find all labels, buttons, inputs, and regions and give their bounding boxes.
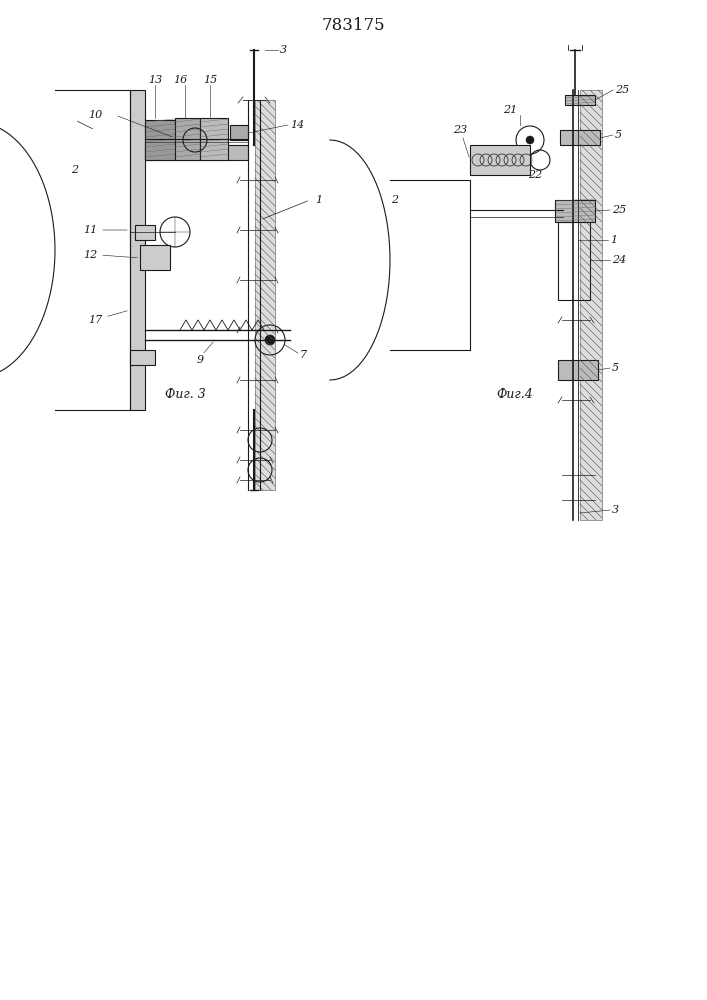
Text: 5: 5 [615, 130, 622, 140]
Polygon shape [130, 90, 145, 410]
Polygon shape [470, 145, 530, 175]
Polygon shape [580, 90, 602, 520]
Text: 15: 15 [203, 75, 217, 85]
Text: 13: 13 [148, 75, 162, 85]
Text: 24: 24 [612, 255, 626, 265]
Text: 9: 9 [197, 355, 204, 365]
Text: 22: 22 [528, 170, 542, 180]
Text: 3: 3 [280, 45, 287, 55]
Text: 12: 12 [83, 250, 97, 260]
Text: 25: 25 [612, 205, 626, 215]
Text: Фиг.4: Фиг.4 [496, 388, 533, 401]
Text: 11: 11 [83, 225, 97, 235]
Text: 3: 3 [612, 505, 619, 515]
Text: 21: 21 [503, 105, 517, 115]
Text: 10: 10 [88, 110, 102, 120]
Text: Фиг. 3: Фиг. 3 [165, 388, 205, 401]
Text: 17: 17 [88, 315, 102, 325]
Text: 1: 1 [315, 195, 322, 205]
Polygon shape [135, 225, 155, 240]
Text: 23: 23 [453, 125, 467, 135]
Polygon shape [200, 118, 228, 160]
Polygon shape [255, 100, 275, 490]
Polygon shape [560, 130, 600, 145]
Polygon shape [130, 350, 155, 365]
Circle shape [526, 136, 534, 144]
Text: 14: 14 [290, 120, 304, 130]
Polygon shape [558, 360, 598, 380]
Polygon shape [145, 120, 175, 160]
Polygon shape [230, 125, 248, 140]
Text: 2: 2 [392, 195, 399, 205]
Polygon shape [565, 95, 595, 105]
Text: 5: 5 [612, 363, 619, 373]
Text: 16: 16 [173, 75, 187, 85]
Polygon shape [145, 145, 248, 160]
Polygon shape [175, 118, 200, 160]
Text: 1: 1 [610, 235, 617, 245]
Polygon shape [140, 245, 170, 270]
Text: 783175: 783175 [321, 16, 385, 33]
Text: 2: 2 [71, 165, 78, 175]
Text: 25: 25 [615, 85, 629, 95]
Polygon shape [555, 200, 595, 222]
Text: 7: 7 [300, 350, 307, 360]
Circle shape [265, 335, 275, 345]
